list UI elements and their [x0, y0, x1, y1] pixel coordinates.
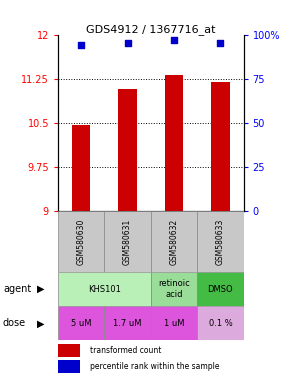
Text: 5 uM: 5 uM [71, 319, 91, 328]
Bar [211, 82, 230, 211]
Bar [197, 272, 244, 306]
Bar [197, 211, 244, 272]
Text: dose: dose [3, 318, 26, 328]
Title: GDS4912 / 1367716_at: GDS4912 / 1367716_at [86, 24, 215, 35]
Bar [58, 211, 104, 272]
Text: ▶: ▶ [37, 318, 44, 328]
Text: agent: agent [3, 284, 31, 294]
Bar [58, 306, 104, 341]
Text: retinoic
acid: retinoic acid [158, 280, 190, 299]
Text: KHS101: KHS101 [88, 285, 121, 294]
Point [79, 42, 84, 48]
Text: 1.7 uM: 1.7 uM [113, 319, 142, 328]
Text: 1 uM: 1 uM [164, 319, 184, 328]
Bar [58, 272, 151, 306]
Text: GSM580630: GSM580630 [77, 218, 86, 265]
Bar [58, 344, 80, 357]
Point [125, 40, 130, 46]
Text: percentile rank within the sample: percentile rank within the sample [90, 362, 219, 371]
Bar [197, 306, 244, 341]
Bar [104, 211, 151, 272]
Bar [72, 125, 90, 211]
Bar [151, 272, 197, 306]
Text: ▶: ▶ [37, 284, 44, 294]
Point [218, 40, 223, 46]
Text: GSM580632: GSM580632 [169, 218, 179, 265]
Bar [118, 89, 137, 211]
Text: DMSO: DMSO [208, 285, 233, 294]
Bar [104, 306, 151, 341]
Bar [58, 360, 80, 373]
Bar [151, 306, 197, 341]
Text: GSM580633: GSM580633 [216, 218, 225, 265]
Text: GSM580631: GSM580631 [123, 218, 132, 265]
Text: transformed count: transformed count [90, 346, 161, 354]
Bar [165, 74, 183, 211]
Text: 0.1 %: 0.1 % [209, 319, 232, 328]
Bar [151, 211, 197, 272]
Point [172, 37, 176, 43]
